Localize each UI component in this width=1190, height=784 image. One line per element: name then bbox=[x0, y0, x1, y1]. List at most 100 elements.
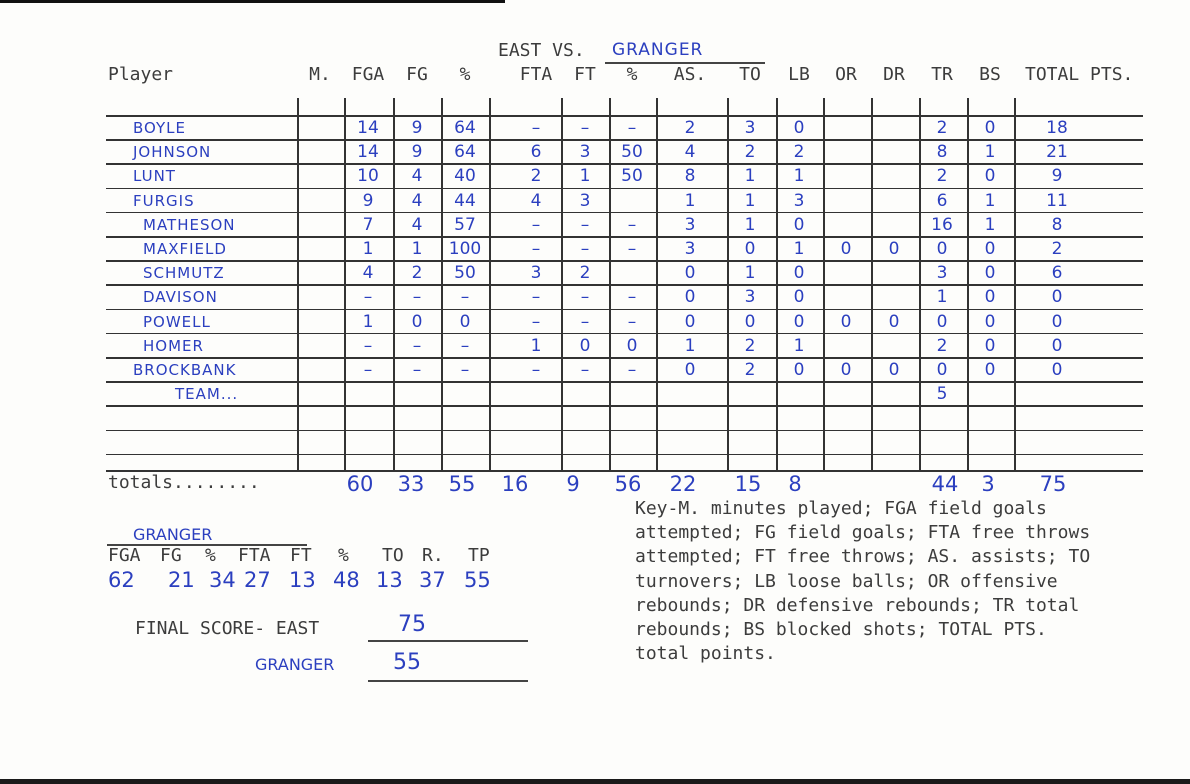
stat-cell: 1 bbox=[530, 335, 542, 356]
stat-cell: 3 bbox=[579, 190, 591, 211]
granger-stat-label: FT bbox=[290, 545, 312, 566]
column-header: % bbox=[459, 64, 471, 85]
player-name: MATHESON bbox=[143, 215, 236, 234]
stat-cell: 0 bbox=[579, 335, 591, 356]
final-score-label: FINAL SCORE- EAST bbox=[135, 618, 320, 639]
stat-cell: – bbox=[580, 118, 590, 138]
stat-cell: – bbox=[580, 311, 590, 332]
column-header: Player bbox=[108, 64, 174, 85]
stat-cell: – bbox=[627, 214, 637, 235]
granger-stat-value: 48 bbox=[333, 568, 360, 592]
stat-cell: 2 bbox=[936, 118, 948, 138]
granger-stat-value: 21 bbox=[168, 568, 195, 592]
stat-cell: – bbox=[531, 360, 541, 380]
stat-cell: 3 bbox=[684, 214, 696, 235]
granger-stat-label: FTA bbox=[238, 545, 271, 566]
stat-cell: 0 bbox=[793, 287, 805, 308]
granger-stat-value: 13 bbox=[376, 568, 403, 592]
stat-cell: 2 bbox=[684, 118, 696, 138]
row-divider bbox=[106, 405, 1143, 407]
final-score-east: 75 bbox=[398, 612, 426, 637]
total-cell: 56 bbox=[614, 472, 642, 496]
column-divider bbox=[727, 98, 729, 472]
player-name: SCHMUTZ bbox=[143, 264, 225, 283]
column-divider bbox=[561, 98, 563, 472]
stat-cell: 5 bbox=[936, 384, 948, 405]
stat-cell: 0 bbox=[984, 287, 996, 308]
column-divider bbox=[1014, 98, 1016, 472]
stat-cell: 0 bbox=[684, 311, 696, 332]
stat-cell: – bbox=[460, 287, 470, 308]
stat-cell: 0 bbox=[1051, 287, 1063, 308]
stat-cell: 0 bbox=[793, 263, 805, 284]
stat-cell: 6 bbox=[530, 142, 542, 163]
stat-cell: 0 bbox=[684, 263, 696, 284]
total-cell: 9 bbox=[566, 472, 580, 496]
stat-cell: 1 bbox=[362, 239, 374, 259]
stat-cell: 44 bbox=[454, 190, 476, 211]
final-opponent-underline bbox=[368, 680, 528, 682]
stat-cell: 0 bbox=[744, 311, 756, 332]
granger-stat-label: TP bbox=[468, 545, 490, 566]
stat-cell: – bbox=[580, 360, 590, 380]
stat-cell: 0 bbox=[984, 311, 996, 332]
stat-cell: 2 bbox=[411, 263, 423, 284]
stat-cell: 3 bbox=[793, 190, 805, 211]
stat-cell: 8 bbox=[1051, 214, 1063, 235]
total-cell: 55 bbox=[448, 472, 476, 496]
granger-stat-value: 13 bbox=[289, 568, 316, 592]
granger-stat-label: TO bbox=[382, 545, 404, 566]
stat-cell: 1 bbox=[744, 263, 756, 284]
column-header: TOTAL PTS. bbox=[1025, 64, 1134, 85]
granger-underline bbox=[107, 544, 307, 546]
stat-cell: – bbox=[627, 311, 637, 332]
title-prefix: EAST VS. bbox=[498, 40, 585, 61]
column-divider bbox=[344, 98, 346, 472]
stat-cell: 6 bbox=[936, 190, 948, 211]
stat-cell: 0 bbox=[840, 311, 852, 332]
row-divider bbox=[106, 381, 1143, 383]
stat-cell: 57 bbox=[454, 214, 476, 235]
stat-cell: 1 bbox=[793, 239, 805, 259]
player-name: TEAM... bbox=[175, 385, 239, 404]
stat-cell: 2 bbox=[744, 142, 756, 163]
stat-cell: 0 bbox=[936, 311, 948, 332]
total-cell: 60 bbox=[346, 472, 374, 496]
stat-cell: 1 bbox=[936, 287, 948, 308]
stat-cell: 50 bbox=[621, 166, 643, 187]
total-cell: 33 bbox=[397, 472, 425, 496]
column-divider bbox=[441, 98, 443, 472]
stat-cell: 3 bbox=[579, 142, 591, 163]
stat-cell: 14 bbox=[357, 118, 379, 138]
stat-cell: 2 bbox=[936, 335, 948, 356]
opponent-name: GRANGER bbox=[612, 40, 704, 60]
stat-cell: – bbox=[363, 360, 373, 380]
stat-cell: 4 bbox=[411, 190, 423, 211]
stat-cell: 3 bbox=[684, 239, 696, 259]
stat-cell: 0 bbox=[984, 360, 996, 380]
player-name: LUNT bbox=[133, 167, 176, 186]
row-divider bbox=[106, 139, 1143, 141]
stat-cell: 4 bbox=[362, 263, 374, 284]
player-name: JOHNSON bbox=[133, 143, 212, 162]
granger-title: GRANGER bbox=[133, 525, 213, 544]
stat-cell: – bbox=[627, 239, 637, 259]
total-cell: 75 bbox=[1039, 472, 1067, 496]
stat-cell: – bbox=[412, 360, 422, 380]
stat-cell: 0 bbox=[984, 166, 996, 187]
stat-cell: – bbox=[531, 118, 541, 138]
stat-cell: 0 bbox=[888, 239, 900, 259]
stat-cell: 14 bbox=[357, 142, 379, 163]
granger-stat-value: 55 bbox=[464, 568, 491, 592]
stat-cell: 3 bbox=[530, 263, 542, 284]
column-divider bbox=[776, 98, 778, 472]
column-header: M. bbox=[309, 64, 331, 85]
stat-cell: 8 bbox=[684, 166, 696, 187]
bottom-edge-strip bbox=[0, 779, 1190, 784]
stat-cell: 1 bbox=[684, 335, 696, 356]
granger-stat-value: 27 bbox=[244, 568, 271, 592]
column-header: FTA bbox=[519, 64, 553, 85]
granger-stat-label: % bbox=[338, 545, 349, 566]
granger-stat-label: FGA bbox=[108, 545, 141, 566]
stat-cell: 0 bbox=[793, 214, 805, 235]
